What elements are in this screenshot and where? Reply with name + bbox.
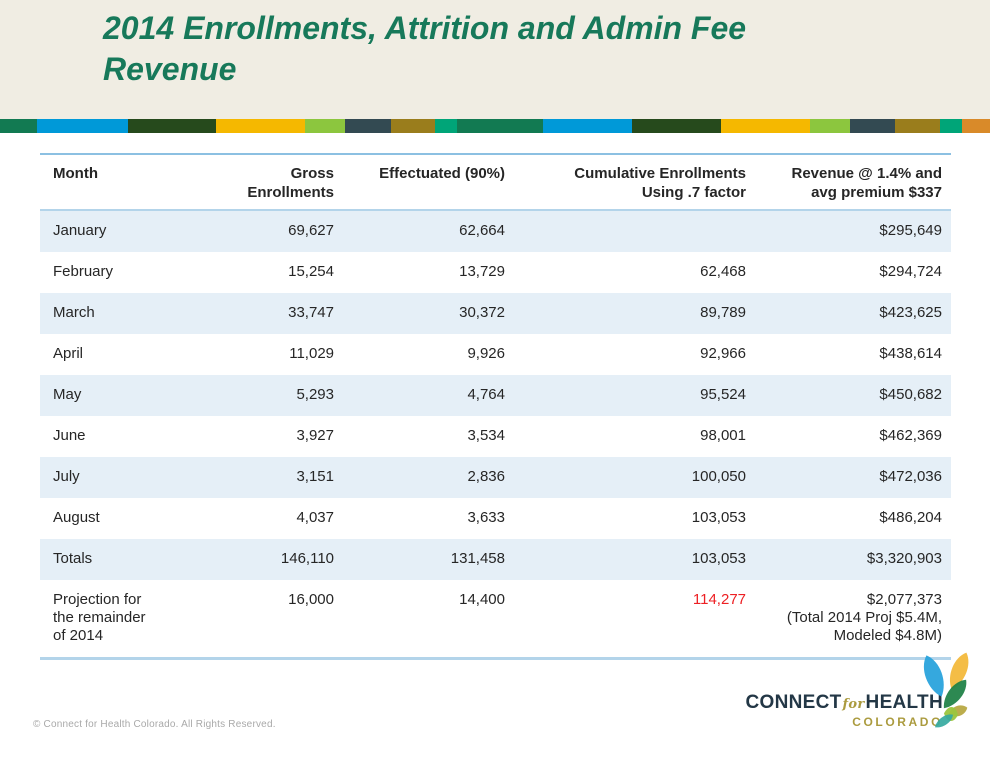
- header-revenue: Revenue @ 1.4% and avg premium $337: [791, 165, 942, 201]
- cumulative-enrollments-cell: 62,468: [700, 263, 746, 280]
- gross-enrollments-cell: 11,029: [289, 345, 334, 362]
- revenue-cell: $450,682: [879, 386, 942, 403]
- gross-enrollments-cell: 15,254: [288, 263, 334, 280]
- copyright-text: © Connect for Health Colorado. All Right…: [33, 719, 276, 730]
- effectuated-cell: 13,729: [459, 263, 505, 280]
- table-body: January 69,627 62,664 $295,649 February …: [40, 210, 951, 659]
- revenue-cell: $423,625: [879, 304, 942, 321]
- table-region: Month Gross Enrollments Effectuated (90%…: [40, 153, 951, 660]
- gross-enrollments-cell: 5,293: [296, 386, 334, 403]
- cumulative-enrollments-cell: 114,277: [692, 591, 746, 608]
- stripe-segment-10: [632, 119, 721, 133]
- month-cell: February: [53, 263, 114, 280]
- stripe-segment-8: [457, 119, 543, 133]
- revenue-cell: $472,036: [879, 468, 942, 485]
- revenue-cell: $438,614: [879, 345, 942, 362]
- table-row: Totals 146,110 131,458 103,053 $3,320,90…: [40, 539, 951, 580]
- revenue-cell: $462,369: [879, 427, 942, 444]
- logo-connect-text: CONNECT: [745, 692, 842, 713]
- month-cell: July: [53, 468, 80, 485]
- month-cell: August: [53, 509, 100, 526]
- table-row: August 4,037 3,633 103,053 $486,204: [40, 498, 951, 539]
- stripe-segment-13: [850, 119, 895, 133]
- cumulative-enrollments-cell: 92,966: [700, 345, 746, 362]
- revenue-cell: $486,204: [879, 509, 942, 526]
- cumulative-enrollments-cell: 103,053: [691, 550, 746, 567]
- month-cell: April: [53, 345, 84, 362]
- stripe-segment-2: [128, 119, 216, 133]
- month-cell: Projection for the remainder of 2014: [53, 591, 146, 644]
- stripe-segment-12: [810, 119, 850, 133]
- effectuated-cell: 131,458: [450, 550, 505, 567]
- header-month: Month: [53, 165, 98, 182]
- effectuated-cell: 3,534: [467, 427, 505, 444]
- stripe-segment-11: [721, 119, 810, 133]
- stripe-segment-9: [543, 119, 632, 133]
- stripe-segment-16: [962, 119, 990, 133]
- slide-title: 2014 Enrollments, Attrition and Admin Fe…: [103, 10, 747, 87]
- stripe-segment-7: [435, 119, 457, 133]
- month-cell: Totals: [53, 550, 93, 567]
- stripe-segment-0: [0, 119, 37, 133]
- slide-header: 2014 Enrollments, Attrition and Admin Fe…: [0, 0, 990, 119]
- enrollment-table: Month Gross Enrollments Effectuated (90%…: [40, 153, 951, 660]
- revenue-cell: $295,649: [879, 222, 942, 239]
- effectuated-cell: 62,664: [459, 222, 505, 239]
- logo-colorado-text: COLORADO: [852, 715, 943, 729]
- cumulative-enrollments-cell: 98,001: [700, 427, 746, 444]
- gross-enrollments-cell: 33,747: [288, 304, 334, 321]
- stripe-segment-4: [305, 119, 345, 133]
- table-row: March 33,747 30,372 89,789 $423,625: [40, 293, 951, 334]
- table-row: July 3,151 2,836 100,050 $472,036: [40, 457, 951, 498]
- cumulative-enrollments-cell: [514, 210, 755, 252]
- revenue-cell: $294,724: [879, 263, 942, 280]
- gross-enrollments-cell: 3,151: [296, 468, 334, 485]
- decorative-color-stripe: [0, 119, 990, 133]
- month-cell: March: [53, 304, 95, 321]
- logo-for-text: for: [842, 697, 865, 712]
- gross-enrollments-cell: 146,110: [280, 550, 334, 567]
- cumulative-enrollments-cell: 89,789: [700, 304, 746, 321]
- header-cumulative-enrollments: Cumulative Enrollments Using .7 factor: [574, 165, 746, 201]
- table-header-row: Month Gross Enrollments Effectuated (90%…: [40, 154, 951, 210]
- table-row: April 11,029 9,926 92,966 $438,614: [40, 334, 951, 375]
- logo-leaves-icon: [923, 652, 969, 728]
- gross-enrollments-cell: 69,627: [288, 222, 334, 239]
- gross-enrollments-cell: 3,927: [296, 427, 334, 444]
- effectuated-cell: 14,400: [459, 591, 505, 608]
- cumulative-enrollments-cell: 100,050: [691, 468, 746, 485]
- revenue-cell: $2,077,373 (Total 2014 Proj $5.4M, Modele…: [755, 580, 951, 659]
- month-cell: June: [53, 427, 86, 444]
- effectuated-cell: 30,372: [459, 304, 505, 321]
- effectuated-cell: 2,836: [467, 468, 505, 485]
- connect-for-health-logo: CONNECTforHEALTH COLORADO: [745, 693, 943, 728]
- effectuated-cell: 4,764: [467, 386, 505, 403]
- header-gross-enrollments: Gross Enrollments: [247, 165, 334, 201]
- table-row: February 15,254 13,729 62,468 $294,724: [40, 252, 951, 293]
- cumulative-enrollments-cell: 95,524: [700, 386, 746, 403]
- month-cell: January: [53, 222, 107, 239]
- revenue-note: (Total 2014 Proj $5.4M, Modeled $4.8M): [786, 609, 942, 644]
- effectuated-cell: 9,926: [467, 345, 505, 362]
- table-row: January 69,627 62,664 $295,649: [40, 210, 951, 252]
- stripe-segment-15: [940, 119, 962, 133]
- gross-enrollments-cell: 16,000: [288, 591, 334, 608]
- month-cell: May: [53, 386, 82, 403]
- stripe-segment-5: [345, 119, 391, 133]
- header-effectuated: Effectuated (90%): [379, 165, 505, 182]
- cumulative-enrollments-cell: 103,053: [691, 509, 746, 526]
- stripe-segment-3: [216, 119, 305, 133]
- effectuated-cell: 3,633: [467, 509, 505, 526]
- table-row: May 5,293 4,764 95,524 $450,682: [40, 375, 951, 416]
- stripe-segment-6: [391, 119, 435, 133]
- revenue-cell: $3,320,903: [866, 550, 942, 567]
- stripe-segment-1: [37, 119, 128, 133]
- table-row: June 3,927 3,534 98,001 $462,369: [40, 416, 951, 457]
- table-row: Projection for the remainder of 2014 16,…: [40, 580, 951, 659]
- logo-wordmark: CONNECTforHEALTH: [745, 693, 943, 712]
- gross-enrollments-cell: 4,037: [296, 509, 334, 526]
- stripe-segment-14: [895, 119, 940, 133]
- logo-health-text: HEALTH: [865, 692, 943, 713]
